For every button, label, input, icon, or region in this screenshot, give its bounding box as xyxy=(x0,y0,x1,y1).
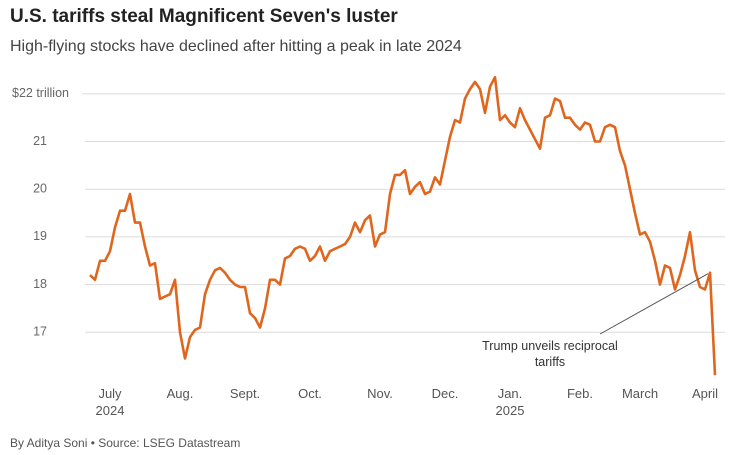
x-tick-label: Feb. xyxy=(566,386,593,401)
y-tick-label: $22 trillion xyxy=(12,86,69,100)
x-tick-label: Dec. xyxy=(431,386,459,401)
annotation-arrow xyxy=(599,273,709,335)
chart-subtitle: High-flying stocks have declined after h… xyxy=(10,38,462,55)
y-tick-label: 19 xyxy=(33,229,47,243)
x-tick-label: Aug. xyxy=(166,386,194,401)
x-tick-label: Sept. xyxy=(229,386,261,401)
x-tick-label: Oct. xyxy=(298,386,322,401)
x-tick-label: April xyxy=(691,386,718,401)
x-tick-label: Nov. xyxy=(367,386,393,401)
x-tick-label: July 2024 xyxy=(95,386,125,418)
data-line xyxy=(89,75,717,376)
x-tick-label: March xyxy=(621,386,659,401)
y-tick-label: 18 xyxy=(33,277,47,291)
y-tick-label: 17 xyxy=(33,325,47,339)
y-tick-label: 21 xyxy=(33,134,47,148)
source: By Aditya Soni • Source: LSEG Datastream xyxy=(10,436,241,450)
x-tick-label: Jan. 2025 xyxy=(495,386,525,418)
y-tick-label: 20 xyxy=(33,182,47,196)
chart-title: U.S. tariffs steal Magnificent Seven's l… xyxy=(10,6,398,27)
annotation: Trump unveils reciprocal tariffs xyxy=(482,339,618,369)
